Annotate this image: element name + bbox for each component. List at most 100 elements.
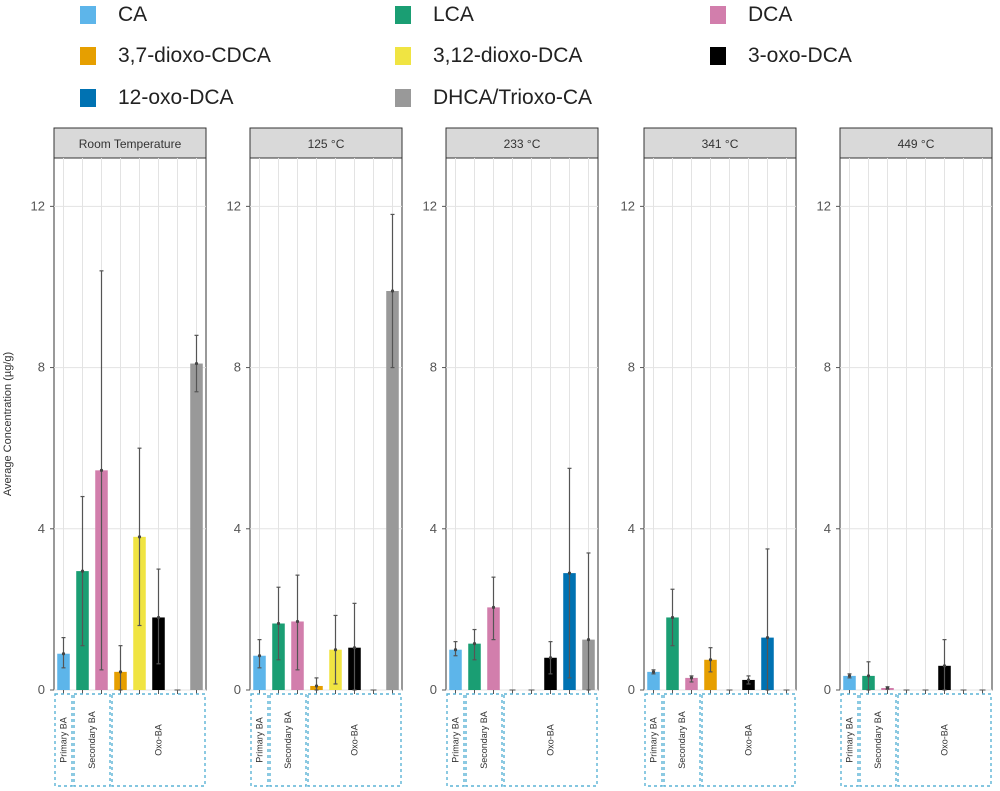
y-tick-label: 4 <box>628 521 635 536</box>
group-label: Oxo-BA <box>154 724 164 756</box>
group-box <box>269 693 307 787</box>
group-label: Oxo-BA <box>744 724 754 756</box>
y-tick-label: 12 <box>817 198 831 213</box>
mean-point <box>548 656 553 660</box>
y-tick-label: 0 <box>38 682 45 697</box>
y-tick-label: 12 <box>31 198 45 213</box>
legend-label: LCA <box>433 3 474 26</box>
group-label: Primary BA <box>255 717 265 763</box>
mean-point <box>472 642 477 646</box>
y-tick-label: 0 <box>234 682 241 697</box>
mean-point <box>866 674 871 678</box>
mean-point <box>885 686 890 690</box>
group-box <box>250 693 269 787</box>
y-tick-label: 12 <box>621 198 635 213</box>
group-box <box>840 693 859 787</box>
group-box <box>54 693 73 787</box>
mean-point <box>708 658 713 662</box>
mean-point <box>352 646 357 650</box>
y-tick-label: 4 <box>824 521 831 536</box>
y-tick-label: 12 <box>227 198 241 213</box>
mean-point <box>453 648 458 652</box>
panel-frame <box>643 157 797 691</box>
bar <box>386 291 399 690</box>
mean-point <box>295 619 300 624</box>
legend-label: DHCA/Trioxo-CA <box>433 86 593 109</box>
panel-frame <box>249 157 403 691</box>
panel-title: 449 °C <box>898 137 935 151</box>
group-box <box>663 693 701 787</box>
group-label: Primary BA <box>649 717 659 763</box>
group-label: Oxo-BA <box>350 724 360 756</box>
legend-label: CA <box>118 3 148 26</box>
mean-point <box>942 664 947 668</box>
mean-point <box>80 569 85 573</box>
legend-swatch <box>395 47 411 65</box>
group-box <box>503 693 598 787</box>
group-box <box>465 693 503 787</box>
legend-item: DHCA/Trioxo-CA <box>395 85 592 111</box>
group-box <box>307 693 402 787</box>
group-label: Secondary BA <box>283 711 293 769</box>
group-box <box>701 693 796 787</box>
group-label: Secondary BA <box>873 711 883 769</box>
panel-title: 233 °C <box>504 137 541 151</box>
y-tick-label: 8 <box>38 360 45 375</box>
legend-label: 3,7-dioxo-CDCA <box>118 44 271 67</box>
group-label: Secondary BA <box>479 711 489 769</box>
bar <box>449 649 462 690</box>
group-box <box>111 693 206 787</box>
y-tick-label: 8 <box>824 360 831 375</box>
y-tick-label: 4 <box>430 521 437 536</box>
y-tick-label: 0 <box>824 682 831 697</box>
mean-point <box>491 605 496 609</box>
bar <box>468 643 481 690</box>
bar <box>190 363 203 690</box>
y-tick-label: 8 <box>234 360 241 375</box>
panel-title: 341 °C <box>702 137 739 151</box>
legend-swatch <box>80 89 96 107</box>
legend-item: 3,12-dioxo-DCA <box>395 43 582 69</box>
mean-point <box>847 674 852 678</box>
legend-swatch <box>80 6 96 24</box>
bar <box>685 677 698 690</box>
y-tick-label: 12 <box>423 198 437 213</box>
y-tick-label: 4 <box>38 521 45 536</box>
mean-point <box>137 535 142 539</box>
panel-strip <box>249 127 403 159</box>
panel: 449 °C 0 4 8 12 Primary BA Secondary BA Oxo-BA <box>817 127 993 787</box>
legend-swatch <box>395 89 411 107</box>
panel-strip <box>53 127 207 159</box>
legend-label: DCA <box>748 3 793 26</box>
mean-point <box>156 615 161 620</box>
legend-swatch <box>80 47 96 65</box>
mean-point <box>99 468 104 472</box>
legend-label: 3,12-dioxo-DCA <box>433 44 583 67</box>
group-box <box>73 693 111 787</box>
y-tick-label: 8 <box>628 360 635 375</box>
group-label: Oxo-BA <box>940 724 950 756</box>
mean-point <box>765 636 770 640</box>
mean-point <box>118 670 123 674</box>
panel: 233 °C 0 4 8 12 Primary BA Secondary BA Oxo-BA <box>423 127 599 787</box>
panel-title: 125 °C <box>308 137 345 151</box>
mean-point <box>586 638 591 642</box>
group-box <box>446 693 465 787</box>
group-label: Primary BA <box>845 717 855 763</box>
legend-swatch <box>395 6 411 24</box>
group-label: Primary BA <box>59 717 69 763</box>
bar <box>666 617 679 690</box>
panel-frame <box>839 157 993 691</box>
y-tick-label: 4 <box>234 521 241 536</box>
mean-point <box>746 678 751 682</box>
group-label: Secondary BA <box>677 711 687 769</box>
panel: 125 °C 0 4 8 12 Primary BA Secondary BA Oxo-BA <box>227 127 403 787</box>
legend-item: CA <box>80 2 147 28</box>
y-axis-label: Average Concentration (µg/g) <box>2 352 14 496</box>
y-tick-label: 0 <box>628 682 635 697</box>
bar <box>843 675 856 690</box>
bar <box>704 659 717 690</box>
bar <box>253 655 266 690</box>
panel-strip <box>839 127 993 159</box>
legend-item: 3,7-dioxo-CDCA <box>80 43 271 69</box>
